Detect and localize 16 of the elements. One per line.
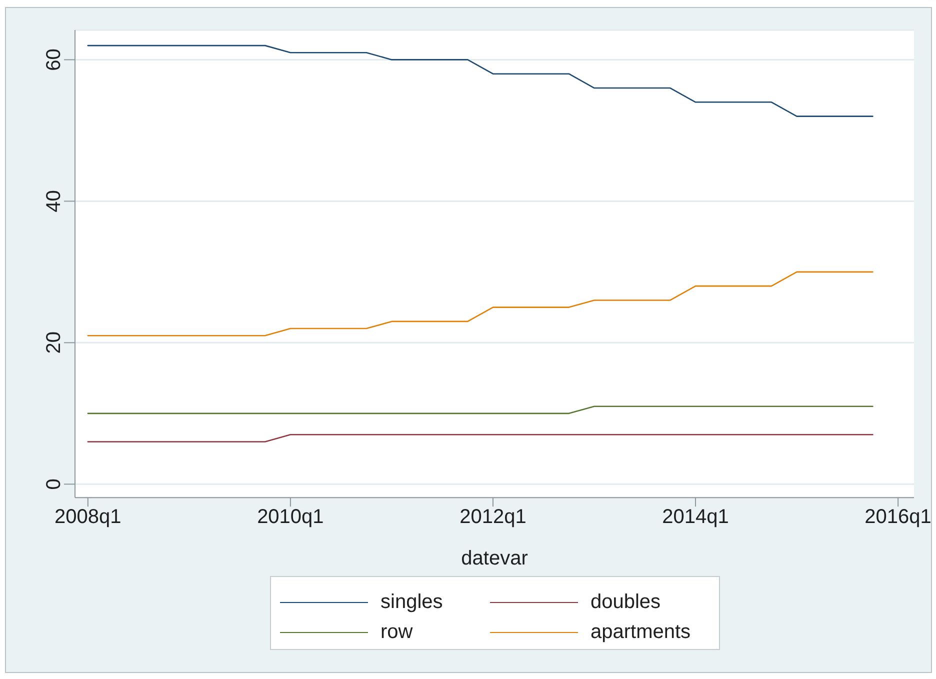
legend-label: doubles: [590, 590, 661, 612]
y-tick-label: 40: [43, 190, 65, 212]
x-tick-label: 2008q1: [54, 506, 122, 528]
x-tick-label: 2012q1: [460, 506, 526, 528]
y-tick-label: 0: [43, 478, 65, 490]
x-tick-label: 2010q1: [257, 506, 324, 528]
line-series: [87, 271, 874, 336]
legend-label: apartments: [590, 620, 691, 642]
x-tick-label: 2016q1: [864, 506, 932, 528]
legend-label: singles: [380, 590, 443, 612]
line-series: [87, 44, 874, 117]
legend-label: row: [380, 620, 413, 642]
y-tick-label: 20: [43, 332, 65, 354]
x-axis-title: datevar: [461, 548, 528, 570]
y-tick-label: 60: [43, 48, 65, 71]
x-tick-label: 2014q1: [662, 506, 729, 528]
